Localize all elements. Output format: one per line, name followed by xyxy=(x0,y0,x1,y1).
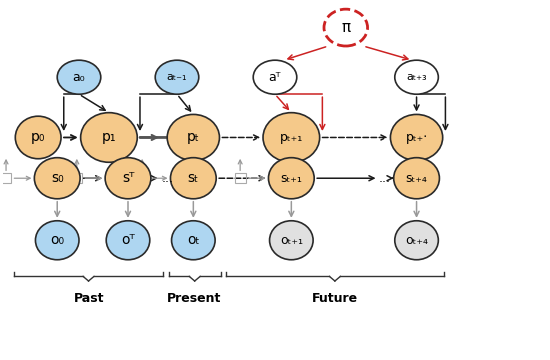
Ellipse shape xyxy=(395,60,438,94)
Ellipse shape xyxy=(390,114,443,161)
Text: oₜ: oₜ xyxy=(187,233,200,247)
Ellipse shape xyxy=(172,221,215,260)
Ellipse shape xyxy=(394,158,439,199)
Ellipse shape xyxy=(34,158,80,199)
Text: ...: ... xyxy=(379,172,391,185)
Ellipse shape xyxy=(263,113,320,162)
Text: a₀: a₀ xyxy=(73,71,85,84)
Text: ...: ... xyxy=(162,172,174,185)
Ellipse shape xyxy=(155,60,199,94)
Text: oᵀ: oᵀ xyxy=(121,233,135,247)
Text: sₜ₊₁: sₜ₊₁ xyxy=(280,172,302,185)
Text: sₜ: sₜ xyxy=(188,171,199,185)
Ellipse shape xyxy=(324,9,367,46)
Text: oₜ₊₄: oₜ₊₄ xyxy=(405,234,428,247)
Text: π: π xyxy=(341,20,350,35)
Text: Past: Past xyxy=(74,292,104,305)
Ellipse shape xyxy=(35,221,79,260)
Ellipse shape xyxy=(57,60,101,94)
Ellipse shape xyxy=(81,113,138,162)
Text: o₀: o₀ xyxy=(50,233,64,247)
Text: p₀: p₀ xyxy=(31,130,45,144)
Text: Present: Present xyxy=(167,292,222,305)
Bar xyxy=(72,173,82,183)
Ellipse shape xyxy=(105,158,151,199)
Text: Future: Future xyxy=(312,292,358,305)
Text: aᵀ: aᵀ xyxy=(269,71,281,84)
Text: sₜ₊₄: sₜ₊₄ xyxy=(405,172,427,185)
Ellipse shape xyxy=(395,221,438,260)
Text: aₜ₊₃: aₜ₊₃ xyxy=(406,72,427,82)
Ellipse shape xyxy=(167,114,219,161)
Text: pₜ: pₜ xyxy=(187,130,200,144)
Ellipse shape xyxy=(106,221,150,260)
Text: pₜ₊⋅: pₜ₊⋅ xyxy=(405,131,428,144)
Text: s₀: s₀ xyxy=(51,171,64,185)
Text: pₜ₊₁: pₜ₊₁ xyxy=(280,131,303,144)
Ellipse shape xyxy=(15,116,61,159)
Bar xyxy=(235,173,246,183)
Ellipse shape xyxy=(268,158,314,199)
Ellipse shape xyxy=(253,60,297,94)
Text: aₜ₋₁: aₜ₋₁ xyxy=(167,72,187,82)
Text: oₜ₊₁: oₜ₊₁ xyxy=(280,234,303,247)
Bar xyxy=(1,173,12,183)
Ellipse shape xyxy=(170,158,216,199)
Text: p₁: p₁ xyxy=(102,130,116,144)
Text: sᵀ: sᵀ xyxy=(122,171,134,185)
Ellipse shape xyxy=(270,221,313,260)
Bar xyxy=(137,173,147,183)
